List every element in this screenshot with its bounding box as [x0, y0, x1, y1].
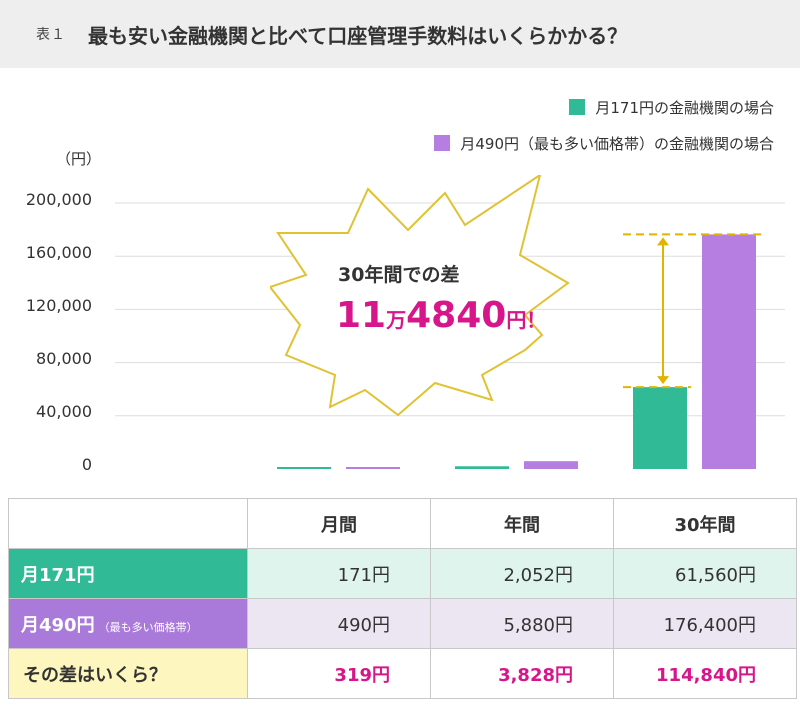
chart-title: 最も安い金融機関と比べて口座管理手数料はいくらかかる？ — [88, 23, 628, 48]
y-axis-unit: （円） — [56, 150, 102, 168]
table-row: 月171円 171円 2,052円 61,560円 — [8, 548, 797, 599]
table-header-cell: 年間 — [430, 498, 614, 549]
table-cell: 61,560円 — [613, 548, 797, 599]
row-label-note: （最も多い価格帯） — [98, 620, 198, 634]
table-cell: 490円 — [247, 598, 431, 649]
legend-item-purple: 月490円（最も多い価格帯）の金融機関の場合 — [434, 132, 774, 154]
y-tick-label: 40,000 — [36, 402, 92, 421]
legend: 月171円の金融機関の場合 月490円（最も多い価格帯）の金融機関の場合 — [434, 96, 774, 168]
bar-purple — [346, 467, 400, 469]
arrow-down-icon — [657, 376, 669, 385]
table-cell: 176,400円 — [613, 598, 797, 649]
table-row: その差はいくら？ 319円 3,828円 114,840円 — [8, 648, 797, 699]
figure-tag: 表１ — [36, 27, 66, 43]
table-row: 月490円 （最も多い価格帯） 490円 5,880円 176,400円 — [8, 598, 797, 649]
title-bar: 表１ 最も安い金融機関と比べて口座管理手数料はいくらかかる？ — [0, 0, 800, 68]
table-header-cell: 月間 — [247, 498, 431, 549]
table-header-row: 月間 年間 30年間 — [8, 498, 797, 549]
bar-green — [277, 467, 331, 469]
y-tick-label: 120,000 — [25, 296, 92, 315]
callout-amount-part: 11 — [336, 295, 387, 336]
row-label-text: 月490円 — [21, 614, 95, 636]
y-tick-label: 160,000 — [25, 243, 92, 262]
callout-amount: 11万4840円！ — [336, 295, 546, 336]
row-label: 月171円 — [8, 548, 248, 599]
callout-heading: 30年間での差 — [338, 264, 460, 286]
table-cell: 319円 — [247, 648, 431, 699]
y-tick-label: 0 — [81, 455, 92, 474]
table-cell: 171円 — [247, 548, 431, 599]
legend-item-green: 月171円の金融機関の場合 — [434, 96, 774, 118]
legend-label-purple: 月490円（最も多い価格帯）の金融機関の場合 — [460, 134, 774, 153]
callout-amount-part: 4840 — [406, 295, 507, 336]
table-header-cell — [8, 498, 248, 549]
callout-amount-part: 万 — [386, 308, 407, 332]
callout-amount-part: 円！ — [506, 308, 547, 332]
bar-purple — [702, 234, 756, 469]
legend-swatch-purple — [434, 135, 451, 151]
bar-green — [455, 466, 509, 469]
starburst-callout-icon — [270, 175, 570, 417]
bar-chart-plot — [115, 202, 785, 469]
comparison-table: 月間 年間 30年間 月171円 171円 2,052円 61,560円 月49… — [8, 498, 797, 699]
y-tick-label: 200,000 — [25, 190, 92, 209]
arrow-up-icon — [657, 237, 669, 246]
table-cell: 114,840円 — [613, 648, 797, 699]
table-cell: 2,052円 — [430, 548, 614, 599]
bar-green — [633, 387, 687, 469]
y-tick-label: 80,000 — [36, 349, 92, 368]
table-cell: 5,880円 — [430, 598, 614, 649]
legend-label-green: 月171円の金融機関の場合 — [595, 98, 774, 117]
bar-purple — [524, 461, 578, 469]
table-header-cell: 30年間 — [613, 498, 797, 549]
legend-swatch-green — [569, 99, 586, 115]
table-cell: 3,828円 — [430, 648, 614, 699]
row-label: その差はいくら？ — [8, 648, 248, 699]
row-label: 月490円 （最も多い価格帯） — [8, 598, 248, 649]
